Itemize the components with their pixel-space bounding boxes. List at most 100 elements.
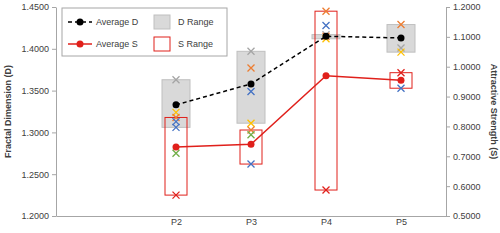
sample-marker <box>398 69 405 76</box>
legend-label: Average S <box>96 39 138 49</box>
sample-marker <box>398 85 405 92</box>
tick: 0.7000 <box>446 152 481 162</box>
line-point <box>248 141 255 148</box>
line-point <box>323 33 330 40</box>
legend-label: S Range <box>178 39 213 49</box>
sample-marker <box>248 88 255 95</box>
tick: 1.2500 <box>21 170 56 180</box>
chart: 1.2000 1.2500 1.3000 1.3500 1.4000 1.4500 0.50… <box>0 0 500 233</box>
tick-label: P2 <box>171 217 182 227</box>
tick-mark <box>446 37 450 38</box>
range-box <box>162 80 190 128</box>
tick-mark <box>446 186 450 187</box>
axis-title: Attractive Strength (S) <box>489 64 499 160</box>
tick-label: 0.8000 <box>453 122 481 132</box>
legend-key <box>77 19 84 26</box>
tick-mark <box>446 7 450 8</box>
tick: 0.6000 <box>446 182 481 192</box>
legend-key <box>154 15 170 29</box>
tick-label: P4 <box>321 217 332 227</box>
sample-marker <box>173 150 180 157</box>
tick: 0.5000 <box>446 211 481 221</box>
range-box <box>315 11 337 190</box>
range-box <box>240 130 262 164</box>
tick-label: 1.4000 <box>21 44 49 54</box>
line-point <box>173 101 180 108</box>
axis-line <box>446 8 447 217</box>
sample-marker <box>248 131 255 138</box>
sample-marker <box>173 192 180 199</box>
sample-marker <box>398 49 405 56</box>
legend: Average D D Range Average S S Range <box>62 8 227 56</box>
sample-marker <box>248 65 255 72</box>
tick: 1.2000 <box>446 2 481 12</box>
tick: P3 <box>246 217 257 227</box>
tick-label: 1.0000 <box>453 62 481 72</box>
tick: 1.3000 <box>21 128 56 138</box>
sample-marker <box>248 120 255 127</box>
range-box <box>237 51 265 123</box>
tick-label: 0.9000 <box>453 92 481 102</box>
line <box>176 36 401 105</box>
tick: P4 <box>321 217 332 227</box>
tick-label: 1.3000 <box>21 128 49 138</box>
sample-marker <box>173 118 180 125</box>
line <box>176 76 401 147</box>
tick-label: 1.3500 <box>21 86 49 96</box>
line-point <box>398 77 405 84</box>
line-point <box>173 144 180 151</box>
tick-label: P3 <box>246 217 257 227</box>
sample-marker <box>248 48 255 55</box>
tick-label: 1.1000 <box>453 32 481 42</box>
sample-marker <box>323 8 330 15</box>
axis: P2 P3 P4 P5 <box>57 217 447 228</box>
legend-key <box>77 41 84 48</box>
tick-mark <box>446 67 450 68</box>
sample-marker <box>173 76 180 83</box>
legend-label: Average D <box>96 17 139 27</box>
range-box <box>165 117 187 195</box>
tick: 1.2000 <box>21 211 56 221</box>
range-box <box>390 73 412 89</box>
tick: 1.3500 <box>21 86 56 96</box>
line-point <box>323 72 330 79</box>
line-point <box>398 34 405 41</box>
tick-label: 1.2000 <box>21 211 49 221</box>
sample-marker <box>323 33 330 40</box>
sample-marker <box>398 21 405 28</box>
axis-title: Fractal Dimension (D) <box>3 65 13 158</box>
axis: 0.5000 0.6000 0.7000 0.8000 0.9000 1.0000 1.10… <box>446 2 481 221</box>
tick: 1.4000 <box>21 44 56 54</box>
tick: 1.4500 <box>21 2 56 12</box>
legend-frame <box>62 8 227 56</box>
sample-marker <box>323 22 330 29</box>
tick: 0.8000 <box>446 122 481 132</box>
tick-label: 0.6000 <box>453 182 481 192</box>
line-point <box>248 80 255 87</box>
tick-label: 1.4500 <box>21 2 49 12</box>
tick: P2 <box>171 217 182 227</box>
tick-mark <box>446 126 450 127</box>
tick: 0.9000 <box>446 92 481 102</box>
tick-label: 1.2500 <box>21 170 49 180</box>
axis-line <box>56 8 57 217</box>
tick-mark <box>52 49 56 50</box>
tick-label: P5 <box>396 217 407 227</box>
tick-label: 0.5000 <box>453 211 481 221</box>
tick-mark <box>52 91 56 92</box>
axis: 1.2000 1.2500 1.3000 1.3500 1.4000 1.4500 <box>21 2 56 221</box>
tick: 1.1000 <box>446 32 481 42</box>
tick-mark <box>446 97 450 98</box>
tick-mark <box>52 174 56 175</box>
tick-mark <box>52 132 56 133</box>
tick-mark <box>52 216 56 217</box>
tick-label: 0.7000 <box>453 152 481 162</box>
tick-mark <box>446 216 450 217</box>
tick: 1.0000 <box>446 62 481 72</box>
tick-mark <box>446 156 450 157</box>
sample-marker <box>248 161 255 168</box>
tick-mark <box>52 7 56 8</box>
legend-key <box>154 37 170 51</box>
legend-label: D Range <box>178 17 214 27</box>
tick: P5 <box>396 217 407 227</box>
